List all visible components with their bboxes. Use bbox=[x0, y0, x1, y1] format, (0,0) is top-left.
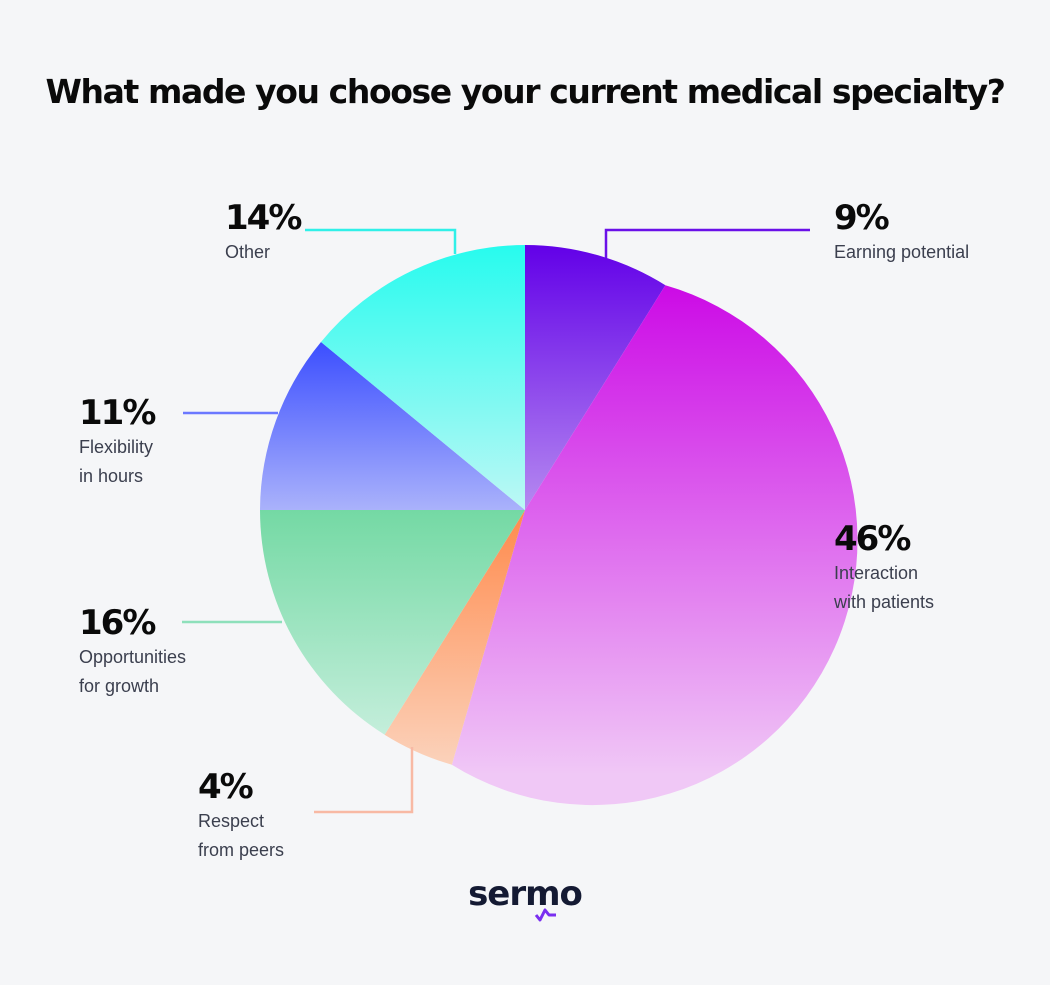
label-desc-line2: from peers bbox=[198, 840, 285, 860]
label-respect-from-peers: 4% Respect from peers bbox=[198, 767, 368, 865]
leader-line-respect bbox=[314, 747, 414, 814]
logo-pulse-icon bbox=[492, 908, 556, 922]
label-desc: Flexibility bbox=[79, 437, 154, 457]
label-opportunities-for-growth: 16% Opportunities for growth bbox=[79, 603, 249, 701]
label-desc-line2: in hours bbox=[79, 466, 144, 486]
slice-other bbox=[321, 245, 525, 510]
label-pct: 14% bbox=[225, 198, 302, 238]
slice-respect-from-peers bbox=[384, 510, 525, 765]
logo-wordmark: sermo bbox=[468, 874, 583, 914]
label-desc: Respect bbox=[198, 811, 265, 831]
label-desc: Interaction bbox=[834, 563, 919, 583]
label-pct: 4% bbox=[198, 767, 254, 807]
label-pct: 16% bbox=[79, 603, 156, 643]
label-desc-line2: with patients bbox=[834, 592, 935, 612]
label-interaction-with-patients: 46% Interaction with patients bbox=[834, 519, 1004, 617]
label-pct: 46% bbox=[834, 519, 911, 559]
label-pct: 9% bbox=[834, 198, 890, 238]
label-pct: 11% bbox=[79, 393, 156, 433]
label-desc: Earning potential bbox=[834, 242, 970, 262]
leader-line-other bbox=[305, 228, 457, 254]
chart-title: What made you choose your current medica… bbox=[45, 72, 1006, 111]
label-earning-potential: 9% Earning potential bbox=[834, 198, 1004, 267]
slice-interaction-with-patients bbox=[451, 285, 858, 806]
leader-line-earning bbox=[604, 228, 810, 258]
slice-flexibility-in-hours bbox=[260, 342, 525, 510]
slice-opportunities-for-growth bbox=[260, 510, 525, 735]
label-desc: Opportunities bbox=[79, 647, 187, 667]
slice-earning-potential bbox=[525, 245, 666, 510]
label-flexibility-in-hours: 11% Flexibility in hours bbox=[79, 393, 249, 491]
sermo-logo: sermo bbox=[0, 874, 1050, 914]
label-desc-line2: for growth bbox=[79, 676, 160, 696]
label-other: 14% Other bbox=[225, 198, 395, 267]
label-desc: Other bbox=[225, 242, 271, 262]
